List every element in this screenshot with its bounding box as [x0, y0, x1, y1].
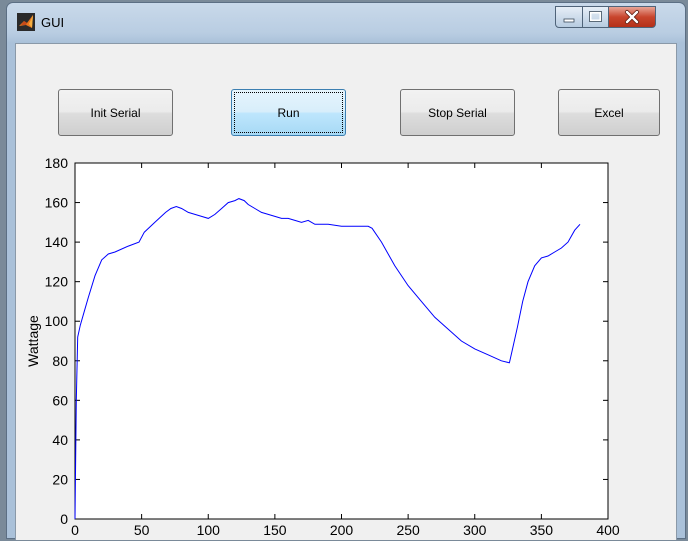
- maximize-icon: [589, 11, 602, 22]
- x-tick-label: 50: [134, 522, 150, 538]
- y-tick-label: 80: [52, 353, 68, 369]
- close-button[interactable]: [608, 6, 656, 28]
- plot-area: [74, 162, 609, 520]
- y-axis-label: Wattage: [25, 315, 41, 367]
- x-tick-label: 100: [197, 522, 221, 538]
- excel-button[interactable]: Excel: [558, 89, 660, 136]
- x-tick-label: 300: [463, 522, 487, 538]
- app-window: GUI Init Serial Run Stop Serial Excel: [6, 2, 686, 540]
- x-tick-label: 400: [596, 522, 620, 538]
- stop-serial-button[interactable]: Stop Serial: [400, 89, 515, 136]
- minimize-icon: [563, 18, 575, 23]
- x-tick-label: 150: [263, 522, 287, 538]
- init-serial-button[interactable]: Init Serial: [58, 89, 173, 136]
- x-tick-label: 350: [530, 522, 554, 538]
- wattage-chart: 0 50 100 150 200 250 300 350 400 0 20 40 60 80 100 120 1…: [25, 155, 620, 538]
- y-tick-label: 60: [52, 392, 68, 408]
- y-tick-label: 140: [45, 234, 69, 250]
- figure-panel: Init Serial Run Stop Serial Excel 0 50 100…: [15, 43, 677, 540]
- matlab-icon: [17, 13, 35, 31]
- x-tick-label: 250: [396, 522, 420, 538]
- y-tick-label: 120: [45, 274, 69, 290]
- close-icon: [625, 10, 639, 24]
- maximize-button[interactable]: [582, 6, 609, 28]
- run-button[interactable]: Run: [231, 89, 346, 136]
- title-bar[interactable]: GUI: [7, 3, 685, 43]
- minimize-button[interactable]: [555, 6, 583, 28]
- series-line: [74, 198, 581, 520]
- y-tick-label: 160: [45, 195, 69, 211]
- window-title: GUI: [41, 15, 65, 30]
- x-tick-label: 200: [330, 522, 354, 538]
- y-tick-label: 0: [60, 511, 68, 527]
- y-tick-label: 100: [45, 313, 69, 329]
- x-tick-label: 0: [71, 522, 79, 538]
- y-tick-label: 20: [52, 471, 68, 487]
- y-tick-label: 180: [45, 155, 69, 171]
- y-tick-label: 40: [52, 432, 68, 448]
